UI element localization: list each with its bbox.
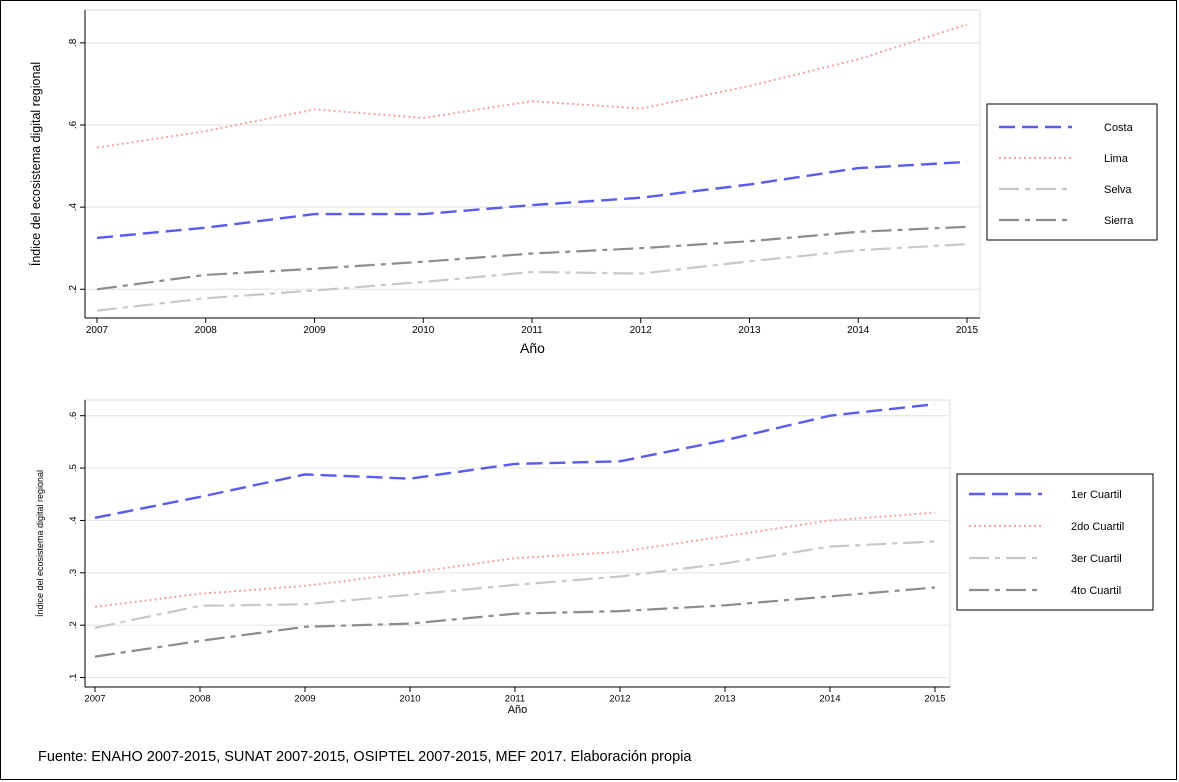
x-tick-label: 2008 bbox=[189, 694, 210, 705]
x-tick-label: 2013 bbox=[714, 694, 735, 705]
legend-label: Selva bbox=[1104, 184, 1132, 196]
y-tick-label: .6 bbox=[68, 120, 79, 129]
series-line-3er-cuartil bbox=[94, 540, 936, 629]
legend-label: 3er Cuartil bbox=[1071, 553, 1122, 565]
y-axis-label: Índice del ecosistema digital regional bbox=[28, 62, 43, 266]
legend-box bbox=[956, 473, 1154, 611]
x-tick-label: 2015 bbox=[924, 694, 945, 705]
x-tick-label: 2007 bbox=[84, 694, 105, 705]
x-tick-label: 2014 bbox=[847, 325, 870, 336]
y-tick-label: .8 bbox=[68, 38, 79, 47]
series-line-4to-cuartil bbox=[94, 586, 936, 658]
x-tick-label: 2008 bbox=[195, 325, 218, 336]
legend-label: Lima bbox=[1104, 153, 1129, 165]
x-tick-label: 2007 bbox=[86, 325, 109, 336]
chart-quartile-lines: .1 .2 .3 .4 .5 .6 2007 2008 2009 2010 2011 2012 2013… bbox=[35, 399, 1154, 716]
legend: 1er Cuartil 2do Cuartil 3er Cuartil 4to Cua… bbox=[956, 473, 1154, 611]
plot-area bbox=[84, 9, 981, 319]
x-tick-label: 2009 bbox=[294, 694, 315, 705]
y-axis-label: Índice del ecosistema digital regional bbox=[35, 470, 45, 617]
series-line-2do-cuartil bbox=[94, 511, 936, 608]
y-tick-label: .5 bbox=[68, 464, 79, 472]
y-tick-label: .6 bbox=[68, 412, 79, 420]
x-tick-label: 2011 bbox=[505, 694, 525, 705]
x-axis-label: Año bbox=[508, 704, 528, 716]
x-tick-label: 2010 bbox=[412, 325, 435, 336]
plot: .1 .2 .3 .4 .5 .6 2007 2008 2009 2010 2011 2012 2013… bbox=[35, 399, 951, 716]
x-tick-label: 2012 bbox=[630, 325, 653, 336]
series-line-selva bbox=[96, 243, 968, 312]
legend-label: Sierra bbox=[1104, 215, 1134, 227]
x-tick-label: 2015 bbox=[956, 325, 979, 336]
legend-box bbox=[986, 103, 1158, 241]
x-tick-label: 2011 bbox=[521, 325, 543, 336]
series-line-costa bbox=[96, 160, 968, 240]
y-tick-label: .2 bbox=[68, 285, 79, 294]
y-tick-label: .4 bbox=[68, 516, 79, 524]
legend-label: 4to Cuartil bbox=[1071, 585, 1121, 597]
x-axis-label: Año bbox=[520, 340, 545, 356]
chart-region-lines: .2 .4 .6 .8 2007 2008 2009 2010 2011 2012 2013 2014… bbox=[28, 9, 1158, 356]
legend-label: Costa bbox=[1104, 122, 1134, 134]
y-tick-label: .4 bbox=[68, 203, 79, 212]
series-line-lima bbox=[96, 23, 968, 149]
series-line-sierra bbox=[96, 225, 968, 291]
source-note: Fuente: ENAHO 2007-2015, SUNAT 2007-2015… bbox=[38, 749, 692, 765]
x-tick-label: 2014 bbox=[819, 694, 840, 705]
x-tick-label: 2013 bbox=[738, 325, 761, 336]
series-line-1er-cuartil bbox=[94, 403, 936, 519]
legend-label: 1er Cuartil bbox=[1071, 489, 1122, 501]
y-tick-label: .3 bbox=[68, 569, 79, 577]
legend: Costa Lima Selva Sierra bbox=[986, 103, 1158, 241]
x-tick-label: 2010 bbox=[399, 694, 420, 705]
plot: .2 .4 .6 .8 2007 2008 2009 2010 2011 2012 2013 2014… bbox=[28, 9, 981, 356]
legend-label: 2do Cuartil bbox=[1071, 521, 1124, 533]
y-tick-label: .2 bbox=[68, 621, 79, 629]
y-tick-label: .1 bbox=[68, 674, 79, 682]
plot-area bbox=[84, 399, 951, 688]
x-tick-label: 2012 bbox=[609, 694, 630, 705]
x-tick-label: 2009 bbox=[303, 325, 326, 336]
